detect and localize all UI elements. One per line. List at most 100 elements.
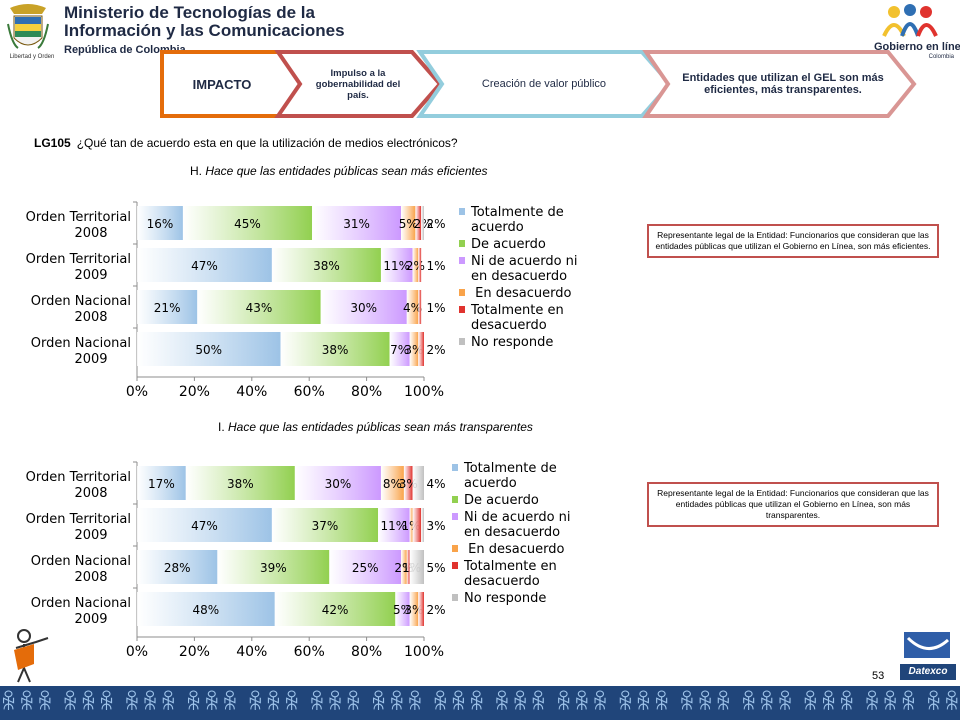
legend-swatch: [452, 513, 458, 520]
legend-swatch: [452, 594, 458, 601]
bar-segment: [418, 592, 424, 626]
legend-label: En desacuerdo: [471, 286, 571, 301]
bar-segment: [401, 550, 407, 584]
legend-swatch: [459, 306, 465, 313]
ministry-title-line2: Información y las Comunicaciones: [64, 21, 345, 40]
bar-segment: [137, 290, 198, 324]
bar-segment: [409, 592, 419, 626]
bar-data-label: 21%: [154, 301, 181, 315]
bar-segment: [320, 290, 407, 324]
bar-data-label: 4%: [426, 477, 445, 491]
bar-segment: [294, 466, 381, 500]
datexco-logo: [904, 632, 950, 658]
chevron-label-valor-publico: Creación de valor público: [481, 78, 607, 90]
bar-data-label: 45%: [234, 217, 261, 231]
bar-data-label: 39%: [260, 561, 287, 575]
bar-data-label: 25%: [352, 561, 379, 575]
category-label-line2: 2009: [74, 528, 107, 543]
legend-label: No responde: [464, 591, 546, 606]
category-label-line2: 2009: [74, 352, 107, 367]
bar-data-label: 2%: [406, 259, 425, 273]
note-transparentes: Representante legal de la Entidad: Funci…: [647, 482, 939, 527]
bar-data-label: 38%: [227, 477, 254, 491]
chevron-valor-publico: [416, 50, 673, 118]
category-label-line1: Orden Nacional: [31, 336, 131, 351]
category-label-line2: 2008: [74, 486, 107, 501]
legend-swatch: [459, 338, 465, 345]
bar-segment: [197, 290, 321, 324]
chart-2-title-letter: I.: [218, 420, 225, 434]
note-eficientes: Representante legal de la Entidad: Funci…: [647, 224, 939, 258]
bar-segment: [185, 466, 295, 500]
chart-1-title-text: Hace que las entidades públicas sean más…: [205, 164, 488, 178]
legend-swatch: [452, 545, 458, 552]
survey-question: LG105 ¿Qué tan de acuerdo esta en que la …: [34, 136, 458, 150]
bar-data-label: 43%: [246, 301, 273, 315]
bar-segment: [182, 206, 313, 240]
bar-data-label: 2%: [426, 343, 445, 357]
bar-segment: [412, 466, 424, 500]
bar-segment: [418, 290, 422, 324]
legend-label: Ni de acuerdo ni: [471, 254, 578, 269]
bar-segment: [418, 248, 422, 282]
bar-data-label: 5%: [426, 561, 445, 575]
legend-label: desacuerdo: [471, 318, 547, 333]
bar-data-label: 42%: [322, 603, 349, 617]
chevron-label-impacto: IMPACTO: [192, 76, 252, 92]
bar-segment: [137, 332, 281, 366]
bar-data-label: 3%: [399, 477, 418, 491]
bar-data-label: 50%: [195, 343, 222, 357]
gel-brand-name: Gobierno en línea: [874, 41, 960, 53]
x-tick-label: 40%: [236, 384, 267, 400]
bar-segment: [329, 550, 402, 584]
bar-segment: [412, 508, 422, 542]
legend-swatch: [459, 257, 465, 264]
bar-data-label: 11%: [383, 259, 410, 273]
bar-segment: [380, 248, 413, 282]
bar-data-label: 1%: [426, 259, 445, 273]
legend-label: Ni de acuerdo ni: [464, 510, 571, 525]
ministry-subtitle: República de Colombia: [64, 44, 186, 56]
legend-swatch: [452, 464, 458, 471]
bar-data-label: 1%: [402, 561, 421, 575]
bar-data-label: 7%: [390, 343, 409, 357]
bar-data-label: 16%: [147, 217, 174, 231]
bar-segment: [312, 206, 402, 240]
category-label-line2: 2008: [74, 310, 107, 325]
bar-data-label: 30%: [350, 301, 377, 315]
x-tick-label: 40%: [236, 644, 267, 660]
chevron-entidades: [642, 50, 917, 118]
bar-data-label: 38%: [313, 259, 340, 273]
x-tick-label: 100%: [404, 644, 444, 660]
bar-data-label: 1%: [402, 519, 421, 533]
bar-data-label: 4%: [403, 301, 422, 315]
category-label-line1: Orden Nacional: [31, 294, 131, 309]
footer-people-pattern: ꆜꆜꆜ ꆜꆜꆜ ꆜꆜꆜ ꆜꆜꆜ ꆜꆜꆜ ꆜꆜꆜ ꆜꆜꆜ ꆜꆜꆜ ꆜꆜꆜ ꆜꆜꆜ …: [0, 690, 960, 715]
bar-segment: [415, 206, 422, 240]
person-figure-icon: [14, 629, 49, 683]
chart-1-title-letter: H.: [190, 164, 202, 178]
legend-label: Totalmente de: [463, 461, 557, 476]
legend-label: en desacuerdo: [464, 525, 560, 540]
bar-segment: [280, 332, 390, 366]
bar-segment: [274, 592, 396, 626]
legend-label: Totalmente de: [470, 205, 564, 220]
bar-segment: [271, 508, 379, 542]
bar-data-label: 48%: [193, 603, 220, 617]
bar-data-label: 2%: [394, 561, 413, 575]
bar-segment: [380, 466, 404, 500]
chevron-gobernabilidad: [274, 50, 443, 118]
bar-data-label: 31%: [343, 217, 370, 231]
category-label-line2: 2008: [74, 226, 107, 241]
chart-2-title-text: Hace que las entidades públicas sean más…: [228, 420, 533, 434]
bar-segment: [395, 592, 410, 626]
ministry-title-line1: Ministerio de Tecnologías de la: [64, 3, 315, 22]
bar-segment: [406, 290, 419, 324]
bar-segment: [137, 248, 272, 282]
bar-data-label: 3%: [426, 519, 445, 533]
bar-segment: [378, 508, 410, 542]
legend-swatch: [459, 208, 465, 215]
bar-data-label: 30%: [325, 477, 352, 491]
bar-data-label: 2%: [414, 217, 433, 231]
bar-segment: [137, 592, 275, 626]
